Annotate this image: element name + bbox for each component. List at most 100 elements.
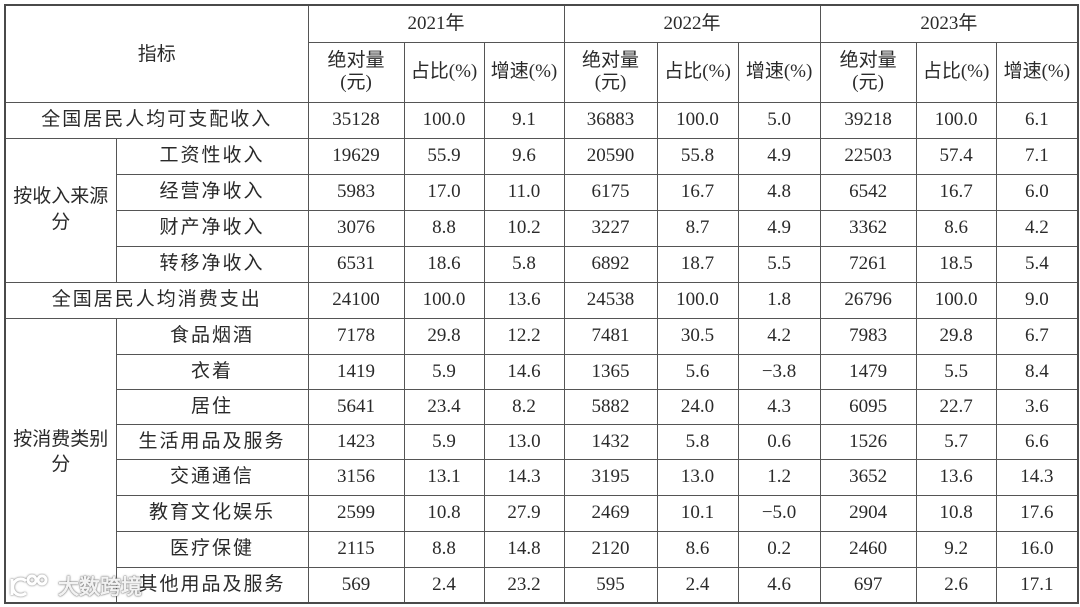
- cell: 24.0: [656, 388, 739, 425]
- cell: 57.4: [915, 137, 997, 175]
- cell: 1365: [563, 353, 658, 390]
- cell: 9.1: [483, 101, 565, 139]
- income-consumption-table: 指标 2021年 2022年 2023年 绝对量 (元) 占比(%) 增速(%)…: [4, 4, 1080, 604]
- table-row: 医疗保健 2115 8.8 14.8 2120 8.6 0.2 2460 9.2…: [5, 530, 1079, 568]
- cell: 9.0: [995, 281, 1079, 319]
- cell: 0.2: [737, 530, 821, 568]
- cell: 13.0: [656, 458, 739, 496]
- absolute-header-line1: 绝对量: [327, 50, 385, 72]
- cell: 20590: [563, 137, 658, 175]
- table-row: 衣着 1419 5.9 14.6 1365 5.6 −3.8 1479 5.5 …: [5, 353, 1079, 390]
- cell: 7.1: [995, 137, 1079, 175]
- table-row: 其他用品及服务 569 2.4 23.2 595 2.4 4.6 697 2.6…: [5, 566, 1079, 604]
- cell: −3.8: [737, 353, 821, 390]
- cell: 2460: [819, 530, 917, 568]
- cell: 1.8: [737, 281, 821, 319]
- row-label: 教育文化娱乐: [115, 494, 309, 532]
- share-header-2022: 占比(%): [656, 41, 739, 103]
- cell: 5.8: [656, 423, 739, 460]
- row-label: 转移净收入: [115, 245, 309, 283]
- header-subcolumn-row: 绝对量 (元) 占比(%) 增速(%) 绝对量 (元) 占比(%) 增速(%) …: [5, 41, 1079, 103]
- table-row: 交通通信 3156 13.1 14.3 3195 13.0 1.2 3652 1…: [5, 458, 1079, 496]
- cell: 1432: [563, 423, 658, 460]
- cell: 2469: [563, 494, 658, 532]
- cell: 29.8: [915, 317, 997, 355]
- absolute-header-2022: 绝对量 (元): [563, 41, 658, 103]
- absolute-header-line2: (元): [340, 72, 372, 93]
- category-label-consumption-type: 按消费类别分: [4, 317, 117, 604]
- cell: 22503: [819, 137, 917, 175]
- cell: 8.4: [995, 353, 1079, 390]
- cell: 5.5: [737, 245, 821, 283]
- cell: 8.6: [656, 530, 739, 568]
- row-label: 医疗保健: [115, 530, 309, 568]
- cell: 8.2: [483, 388, 565, 425]
- table-row-consumption-total: 全国居民人均消费支出 24100 100.0 13.6 24538 100.0 …: [4, 281, 1079, 319]
- cell: 8.8: [403, 530, 485, 568]
- cell: 24100: [307, 281, 405, 319]
- cell: 5.9: [403, 353, 485, 390]
- growth-header-2023: 增速(%): [995, 41, 1079, 103]
- cell: 7178: [307, 317, 405, 355]
- cell: 22.7: [915, 388, 997, 425]
- cell: 5.5: [915, 353, 997, 390]
- table-row: 财产净收入 3076 8.8 10.2 3227 8.7 4.9 3362 8.…: [5, 209, 1079, 247]
- row-label: 居住: [115, 388, 309, 425]
- row-label: 交通通信: [115, 458, 309, 496]
- row-label: 经营净收入: [115, 173, 309, 211]
- absolute-header-line1: 绝对量: [582, 50, 640, 72]
- table-row: 按收入来源分 工资性收入 19629 55.9 9.6 20590 55.8 4…: [4, 137, 1079, 283]
- cell: 5.0: [737, 101, 821, 139]
- cell: 1479: [819, 353, 917, 390]
- cell: 4.6: [737, 566, 821, 604]
- cell: 0.6: [737, 423, 821, 460]
- cell: 10.8: [915, 494, 997, 532]
- cell: 11.0: [483, 173, 565, 211]
- cell: 4.8: [737, 173, 821, 211]
- cell: 8.7: [656, 209, 739, 247]
- cell: 27.9: [483, 494, 565, 532]
- cell: −5.0: [737, 494, 821, 532]
- row-label: 工资性收入: [115, 137, 309, 175]
- cell: 8.8: [403, 209, 485, 247]
- cell: 2120: [563, 530, 658, 568]
- cell: 12.2: [483, 317, 565, 355]
- cell: 16.7: [656, 173, 739, 211]
- cell: 2.4: [656, 566, 739, 604]
- cell: 23.2: [483, 566, 565, 604]
- cell: 16.0: [995, 530, 1079, 568]
- cell: 7481: [563, 317, 658, 355]
- cell: 14.3: [483, 458, 565, 496]
- cell: 6892: [563, 245, 658, 283]
- growth-header-2021: 增速(%): [483, 41, 565, 103]
- cell: 55.8: [656, 137, 739, 175]
- cell: 23.4: [403, 388, 485, 425]
- indicator-header-label: 指标: [137, 44, 176, 65]
- absolute-header-line1: 绝对量: [839, 50, 897, 72]
- table-row-income-total: 全国居民人均可支配收入 35128 100.0 9.1 36883 100.0 …: [4, 101, 1079, 139]
- cell: 6531: [307, 245, 405, 283]
- cell: 3195: [563, 458, 658, 496]
- cell: 1419: [307, 353, 405, 390]
- cell: 1526: [819, 423, 917, 460]
- cell: 569: [307, 566, 405, 604]
- category-label-income-source: 按收入来源分: [4, 137, 117, 283]
- row-label: 全国居民人均消费支出: [4, 281, 309, 319]
- cell: 5.8: [483, 245, 565, 283]
- cell: 2904: [819, 494, 917, 532]
- cell: 3227: [563, 209, 658, 247]
- cell: 100.0: [656, 281, 739, 319]
- cell: 3652: [819, 458, 917, 496]
- cell: 100.0: [915, 101, 997, 139]
- cell: 13.1: [403, 458, 485, 496]
- cell: 4.2: [995, 209, 1079, 247]
- cell: 7983: [819, 317, 917, 355]
- row-label: 生活用品及服务: [115, 423, 309, 460]
- year-header-2022: 2022年: [563, 4, 821, 43]
- cell: 14.8: [483, 530, 565, 568]
- cell: 3156: [307, 458, 405, 496]
- cell: 9.2: [915, 530, 997, 568]
- cell: 697: [819, 566, 917, 604]
- cell: 14.3: [995, 458, 1079, 496]
- cell: 55.9: [403, 137, 485, 175]
